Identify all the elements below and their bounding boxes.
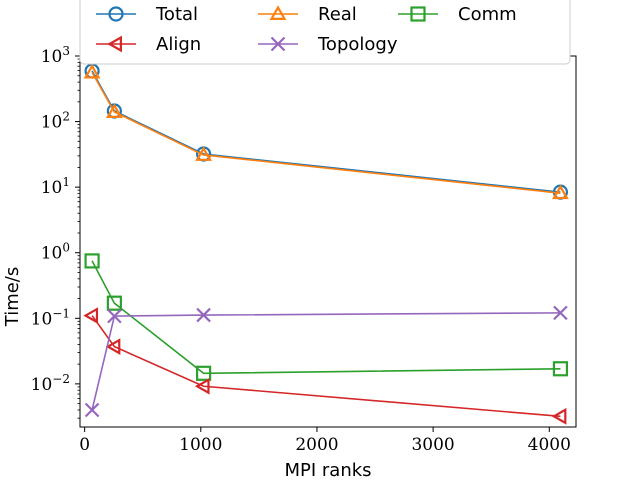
legend-item: Comm	[398, 4, 517, 25]
data-point	[553, 305, 568, 321]
y-axis-label: Time/s	[2, 267, 23, 328]
x-tick-label: 2000	[295, 435, 338, 455]
legend-item: Align	[96, 34, 201, 55]
legend-marker	[269, 5, 287, 20]
y-tick-label: 100	[41, 241, 70, 264]
series-total	[84, 63, 569, 200]
legend-item: Total	[96, 4, 198, 25]
data-point	[105, 103, 123, 118]
data-point	[195, 146, 212, 161]
series-real	[83, 63, 569, 200]
legend-label: Topology	[317, 34, 398, 55]
data-point	[195, 365, 212, 381]
data-point	[551, 407, 567, 425]
legend-marker	[270, 36, 286, 52]
data-point	[194, 377, 210, 395]
series-line	[91, 312, 561, 411]
y-tick-label: 10−1	[31, 306, 70, 329]
series-line	[91, 72, 561, 194]
data-point	[105, 338, 121, 356]
plot-area	[83, 63, 569, 425]
data-point	[83, 307, 99, 324]
legend-marker	[108, 6, 124, 22]
data-point	[83, 63, 101, 79]
legend-box	[79, 0, 571, 65]
data-point	[84, 402, 100, 418]
marker-stroke	[84, 402, 100, 418]
x-tick-label: 0	[79, 435, 90, 455]
data-point	[552, 361, 569, 377]
legend-label: Real	[318, 4, 357, 25]
marker-stroke	[270, 36, 286, 52]
legend-label: Comm	[458, 4, 517, 25]
legend-label: Align	[156, 34, 201, 55]
series-comm	[84, 253, 569, 381]
legend-item: Real	[258, 4, 357, 25]
series-line	[91, 315, 561, 418]
y-tick-label: 102	[41, 110, 70, 133]
legend-marker	[410, 6, 426, 22]
x-tick-label: 1000	[179, 435, 222, 455]
data-point	[84, 253, 100, 269]
data-point	[552, 184, 569, 200]
marker-stroke	[196, 307, 211, 323]
x-axis: 0 1000 2000 3000 4000	[79, 427, 571, 455]
legend-marker	[107, 35, 122, 53]
y-tick-label: 10−2	[31, 372, 70, 395]
series-align	[83, 307, 567, 425]
x-tick-label: 3000	[411, 435, 454, 455]
legend: Total Real Comm Align Topology	[79, 0, 571, 65]
data-point	[196, 307, 211, 323]
data-point	[107, 308, 122, 324]
marker-stroke	[553, 305, 568, 321]
legend-label: Total	[155, 4, 198, 25]
marker-stroke	[107, 308, 122, 324]
series-line	[91, 260, 561, 375]
series-topology	[84, 305, 568, 418]
series-line	[91, 70, 561, 193]
x-tick-label: 4000	[528, 435, 571, 455]
data-point	[106, 295, 122, 311]
x-axis-label: MPI ranks	[284, 460, 371, 480]
y-tick-label: 101	[41, 175, 70, 198]
y-axis: 10−2 10−1 100 101 102 103	[31, 44, 80, 419]
legend-item: Topology	[258, 34, 398, 55]
y-tick-label: 103	[41, 44, 70, 67]
